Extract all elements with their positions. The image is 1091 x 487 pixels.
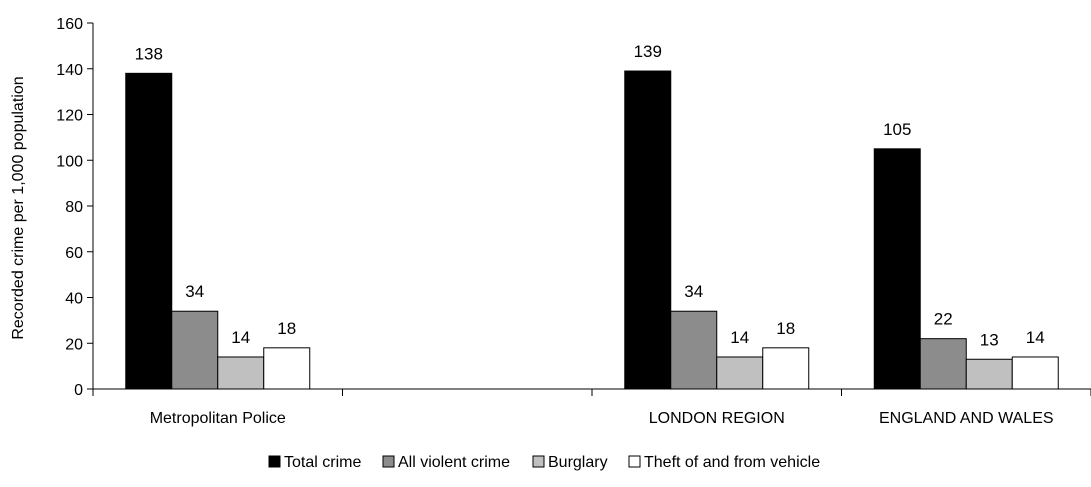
- bar: [873, 148, 921, 390]
- bar: [217, 356, 265, 390]
- bar: [965, 358, 1013, 390]
- x-category-label: Metropolitan Police: [150, 410, 286, 427]
- y-tick-label: 20: [65, 336, 83, 353]
- y-tick-label: 60: [65, 245, 83, 262]
- bar-value-label: 105: [883, 120, 911, 139]
- legend-swatch: [382, 455, 395, 468]
- bar-value-label: 139: [634, 42, 662, 61]
- y-tick-label: 80: [65, 199, 83, 216]
- bar: [670, 310, 718, 390]
- x-category-label: LONDON REGION: [649, 410, 785, 427]
- y-axis: 0 20 40 60 80 100 120 140 160: [56, 16, 94, 399]
- bar: [171, 310, 219, 390]
- x-category-label: ENGLAND AND WALES: [879, 410, 1054, 427]
- bar: [263, 347, 311, 390]
- bar-value-label: 34: [684, 282, 703, 301]
- bar-value-label: 18: [277, 319, 296, 338]
- bars: [125, 70, 1059, 390]
- legend-label: Total crime: [284, 454, 361, 471]
- y-tick-label: 0: [74, 382, 83, 399]
- legend-swatch: [532, 455, 545, 468]
- bar-value-label: 18: [776, 319, 795, 338]
- legend-label: All violent crime: [398, 454, 510, 471]
- bar-value-label: 13: [980, 330, 999, 349]
- legend-label: Theft of and from vehicle: [644, 454, 820, 471]
- bar-value-label: 138: [135, 44, 163, 63]
- y-axis-title: Recorded crime per 1,000 population: [10, 76, 27, 339]
- legend-label: Burglary: [548, 454, 608, 471]
- x-axis: Metropolitan Police LONDON REGION ENGLAND …: [92, 388, 1091, 427]
- bar-value-label: 22: [934, 310, 953, 329]
- bar-value-label: 34: [185, 282, 204, 301]
- data-labels: 138 34 14 18 139 34 14 18 105 22 13 14: [135, 42, 1045, 349]
- legend-swatch: [628, 455, 641, 468]
- y-tick-label: 160: [56, 16, 83, 33]
- y-tick-label: 100: [56, 153, 83, 170]
- y-tick-label: 140: [56, 62, 83, 79]
- legend: Total crime All violent crime Burglary Thef…: [268, 454, 820, 471]
- bar: [125, 72, 173, 390]
- bar: [919, 338, 967, 390]
- bar: [1011, 356, 1059, 390]
- y-tick-label: 40: [65, 291, 83, 308]
- y-tick-label: 120: [56, 108, 83, 125]
- bar-value-label: 14: [231, 328, 250, 347]
- bar: [716, 356, 764, 390]
- bar-value-label: 14: [730, 328, 749, 347]
- bar: [624, 70, 672, 390]
- legend-swatch: [268, 455, 281, 468]
- bar-value-label: 14: [1026, 328, 1045, 347]
- bar: [762, 347, 810, 390]
